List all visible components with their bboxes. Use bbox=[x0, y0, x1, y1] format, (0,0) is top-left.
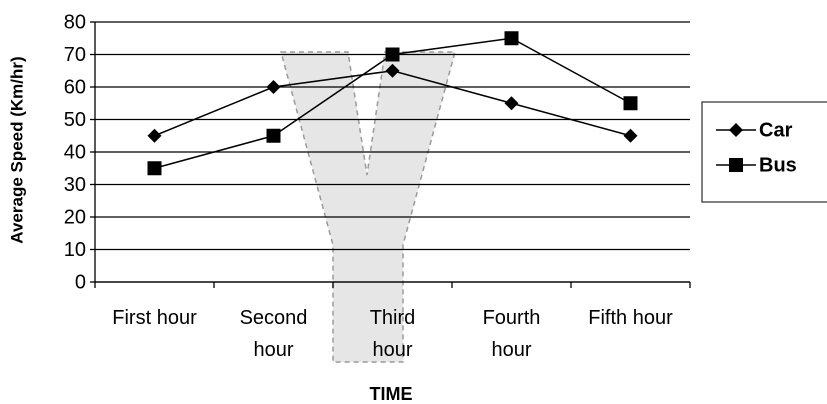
y-shape-decoration bbox=[280, 51, 456, 363]
x-tick-label: Second hour bbox=[239, 307, 308, 361]
y-axis-title: Average Speed (Km/hr) bbox=[7, 56, 26, 243]
y-tick-label: 80 bbox=[64, 11, 86, 33]
y-tick-label: 0 bbox=[75, 271, 86, 293]
legend-marker bbox=[729, 123, 743, 137]
y-tick-label: 40 bbox=[64, 141, 86, 163]
data-point bbox=[147, 161, 162, 176]
legend-box bbox=[701, 101, 827, 203]
data-point bbox=[266, 128, 281, 143]
data-point bbox=[623, 128, 638, 143]
x-tick-label: Fifth hour bbox=[588, 307, 673, 329]
y-tick-label: 20 bbox=[64, 206, 86, 228]
data-point bbox=[385, 47, 400, 62]
data-point bbox=[504, 96, 519, 111]
x-axis-title: TIME bbox=[370, 384, 413, 404]
y-tick-label: 70 bbox=[64, 44, 86, 66]
legend-label: Car bbox=[759, 119, 793, 141]
data-point bbox=[266, 80, 281, 94]
y-tick-label: 60 bbox=[64, 76, 86, 98]
x-tick-label: Third hour bbox=[369, 307, 416, 361]
data-point bbox=[504, 31, 519, 46]
data-point bbox=[147, 128, 162, 143]
data-point bbox=[385, 63, 400, 78]
data-point bbox=[623, 96, 638, 111]
y-tick-label: 10 bbox=[64, 239, 86, 261]
x-tick-label: First hour bbox=[112, 307, 197, 329]
legend-label: Bus bbox=[759, 154, 797, 176]
legend-marker bbox=[729, 158, 743, 172]
y-tick-label: 30 bbox=[64, 174, 86, 196]
y-tick-label: 50 bbox=[64, 109, 86, 131]
x-tick-label: Fourth hour bbox=[482, 307, 541, 361]
